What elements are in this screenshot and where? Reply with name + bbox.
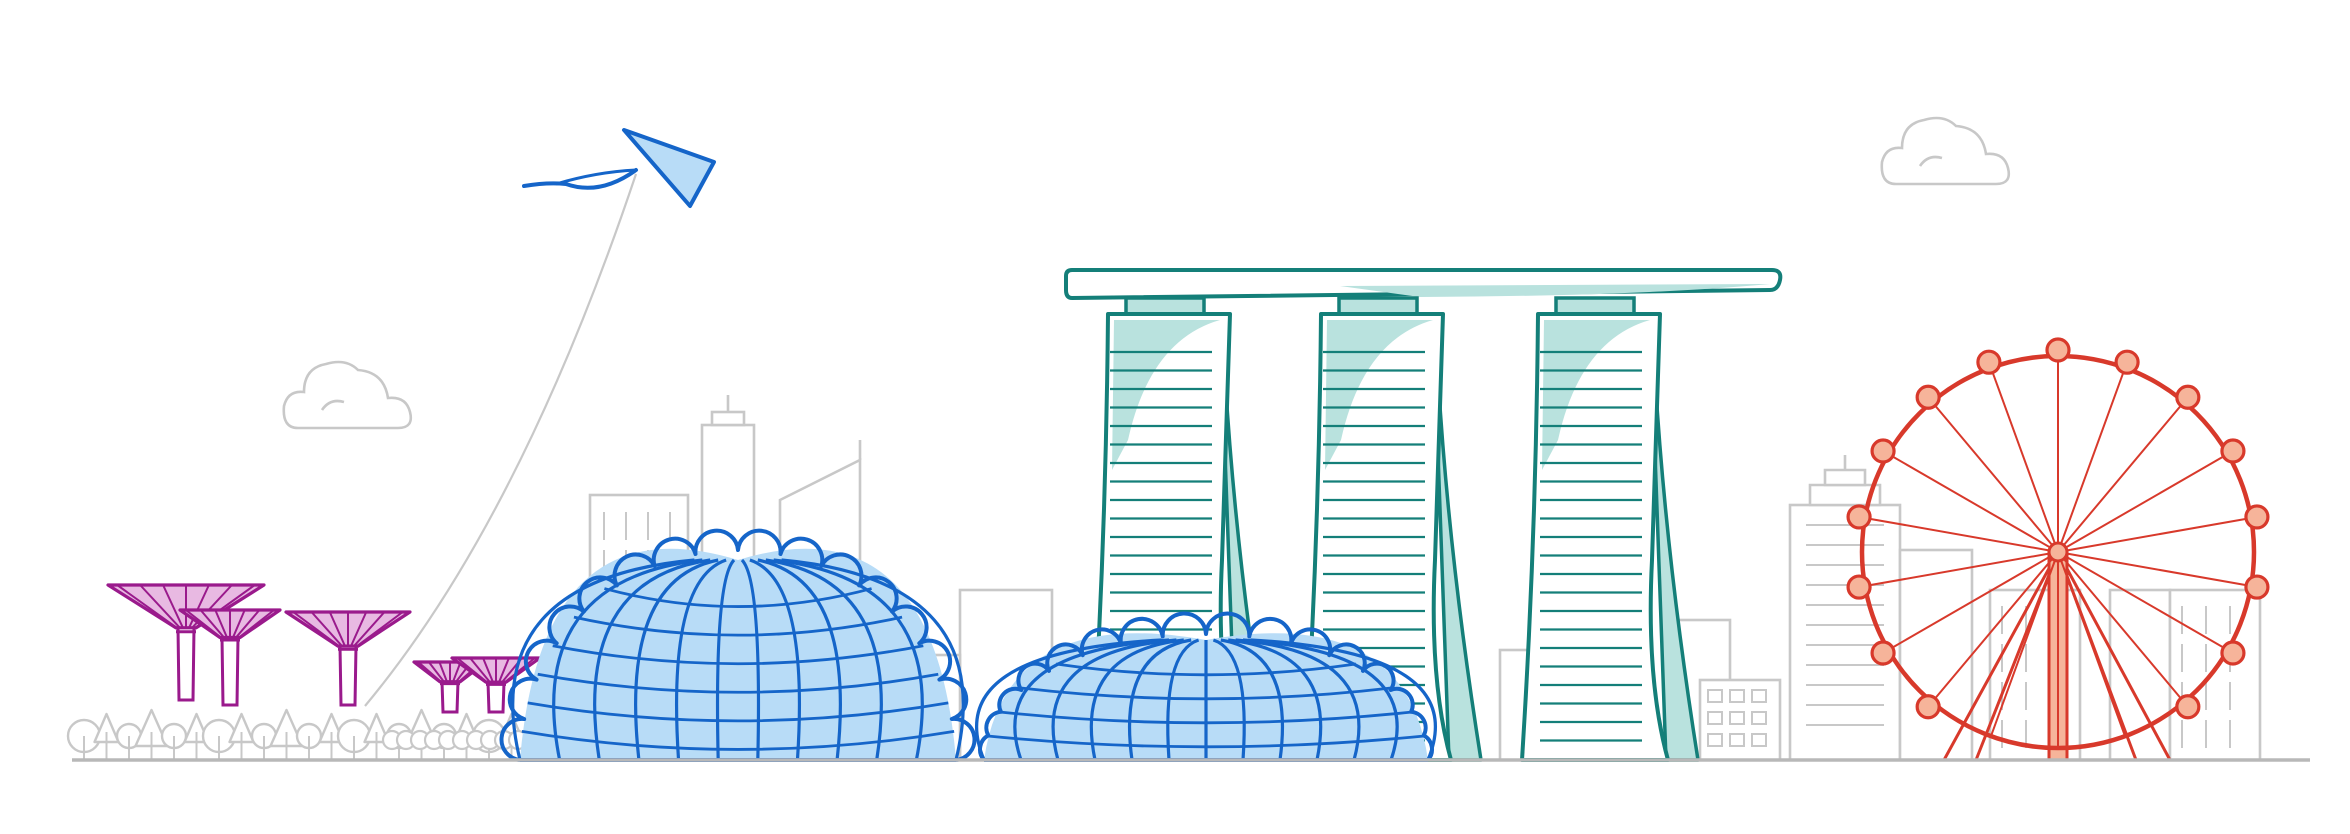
supertree (106, 583, 266, 702)
flyer-capsule (1846, 504, 1872, 530)
flyer-capsule (2220, 640, 2246, 666)
hotel-tower (1520, 296, 1700, 762)
cloud-left-icon (282, 360, 413, 430)
flyer-capsule (2114, 349, 2140, 375)
flyer-capsule (2175, 384, 2201, 410)
shrub-row (66, 708, 529, 760)
supertree (178, 608, 282, 707)
flyer-hub (2047, 541, 2069, 563)
flyer-capsule (2244, 574, 2270, 600)
cloud-right-icon (1880, 116, 2011, 186)
kite-icon (364, 128, 716, 707)
cloud-forest-dome-icon (975, 611, 1437, 762)
flyer-capsule (1870, 640, 1896, 666)
flyer-capsule (2045, 337, 2071, 363)
flower-dome-icon (499, 528, 977, 762)
flyer-capsule (2220, 438, 2246, 464)
flyer-capsule (1846, 574, 1872, 600)
flyer-capsule (2244, 504, 2270, 530)
flyer-capsule (2175, 694, 2201, 720)
flyer-capsule (1915, 694, 1941, 720)
flyer-capsule (1915, 384, 1941, 410)
flyer-capsule (1870, 438, 1896, 464)
hotel-tower (1303, 296, 1483, 762)
supertree (284, 610, 412, 707)
supertree-grove-icon (66, 583, 542, 760)
flyer-capsule (1976, 349, 2002, 375)
singapore-flyer-icon (1846, 337, 2270, 762)
